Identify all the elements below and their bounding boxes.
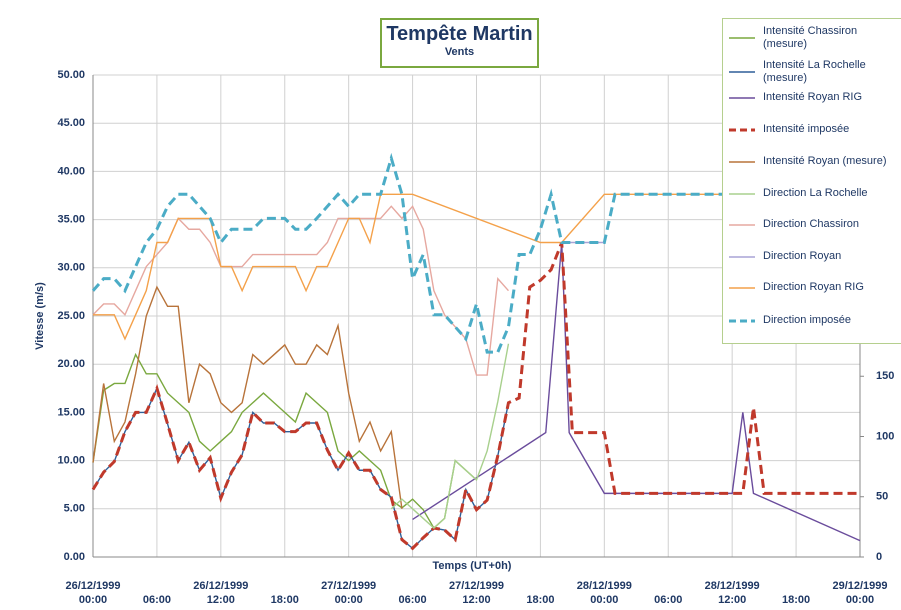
x-tick-label: 00:00 xyxy=(590,594,618,606)
legend-swatch xyxy=(729,96,755,99)
y2-tick-label: 50 xyxy=(876,491,888,503)
y-tick-label: 40.00 xyxy=(57,165,85,177)
series-line xyxy=(92,352,477,530)
series-line xyxy=(93,193,860,341)
legend-label: Direction Chassiron xyxy=(763,218,859,230)
legend-swatch xyxy=(729,37,755,39)
y-tick-label: 0.00 xyxy=(64,551,85,563)
legend-entry: Intensité imposée xyxy=(727,123,901,136)
y2-tick-label: 150 xyxy=(876,370,894,382)
legend-swatch xyxy=(729,286,755,289)
legend-entry: Intensité La Rochelle (mesure) xyxy=(727,59,901,85)
x-tick-label: 00:00 xyxy=(335,594,363,606)
x-axis-label: Temps (UT+0h) xyxy=(433,560,512,572)
series-line xyxy=(412,242,861,542)
legend-label: Intensité imposée xyxy=(763,123,850,135)
series-line xyxy=(92,285,403,509)
legend-swatch xyxy=(729,223,755,226)
x-tick-label: 06:00 xyxy=(654,594,682,606)
y-tick-label: 5.00 xyxy=(64,503,85,515)
legend-label: Intensité Royan (mesure) xyxy=(763,155,887,167)
y-tick-label: 35.00 xyxy=(57,214,85,226)
x-tick-label: 29/12/1999 xyxy=(832,580,887,592)
x-tick-label: 12:00 xyxy=(718,594,746,606)
series-line xyxy=(390,343,510,530)
legend-swatch xyxy=(729,319,755,322)
legend-label: Direction imposée xyxy=(763,314,852,326)
series-line xyxy=(91,242,860,551)
y2-tick-label: 100 xyxy=(876,430,894,442)
legend-entry: Direction Royan xyxy=(727,250,901,263)
legend-swatch xyxy=(729,160,755,163)
x-tick-label: 26/12/1999 xyxy=(65,580,120,592)
y-tick-label: 50.00 xyxy=(57,69,85,81)
x-tick-label: 00:00 xyxy=(79,594,107,606)
y-axis-label: Vitesse (m/s) xyxy=(34,282,46,350)
x-tick-label: 12:00 xyxy=(462,594,490,606)
title-box: Tempête Martin Vents xyxy=(380,18,539,68)
y-tick-label: 20.00 xyxy=(57,358,85,370)
x-tick-label: 28/12/1999 xyxy=(577,580,632,592)
x-tick-label: 06:00 xyxy=(143,594,171,606)
y-tick-label: 25.00 xyxy=(57,310,85,322)
legend-label: Intensité Royan RIG xyxy=(763,91,863,103)
legend-label: Direction Royan xyxy=(763,250,842,262)
legend-label: Direction Royan RIG xyxy=(763,281,864,293)
legend-label: Intensité La Rochelle (mesure) xyxy=(763,59,866,84)
x-tick-label: 18:00 xyxy=(271,594,299,606)
x-tick-label: 00:00 xyxy=(846,594,874,606)
series-line xyxy=(92,205,509,376)
legend-entry: Intensité Royan (mesure) xyxy=(727,155,901,168)
legend-entry: Intensité Royan RIG xyxy=(727,91,901,104)
legend-swatch xyxy=(729,71,755,73)
y-tick-label: 15.00 xyxy=(57,406,85,418)
x-tick-label: 12:00 xyxy=(207,594,235,606)
chart-title: Tempête Martin xyxy=(386,23,533,45)
y-tick-label: 10.00 xyxy=(57,455,85,467)
legend-entry: Direction imposée xyxy=(727,314,901,327)
x-tick-label: 27/12/1999 xyxy=(321,580,376,592)
legend-swatch xyxy=(729,255,755,258)
x-tick-label: 26/12/1999 xyxy=(193,580,248,592)
chart-subtitle: Vents xyxy=(444,46,475,58)
y-tick-label: 30.00 xyxy=(57,262,85,274)
y-tick-label: 45.00 xyxy=(57,117,85,129)
x-tick-label: 18:00 xyxy=(526,594,554,606)
legend-entry: Direction La Rochelle xyxy=(727,187,901,200)
y2-tick-label: 0 xyxy=(876,551,882,563)
legend-swatch xyxy=(729,128,755,131)
x-tick-label: 18:00 xyxy=(782,594,810,606)
x-tick-label: 27/12/1999 xyxy=(449,580,504,592)
legend-entry: Intensité Chassiron (mesure) xyxy=(727,25,901,51)
legend-entry: Direction Chassiron xyxy=(727,218,901,231)
legend-label: Direction La Rochelle xyxy=(763,187,868,199)
legend: Intensité Chassiron (mesure) Intensité La… xyxy=(722,18,901,344)
series-line xyxy=(91,152,860,354)
legend-label: Intensité Chassiron (mesure) xyxy=(763,25,858,50)
x-tick-label: 06:00 xyxy=(399,594,427,606)
x-tick-label: 28/12/1999 xyxy=(705,580,760,592)
legend-entry: Direction Royan RIG xyxy=(727,281,901,294)
legend-swatch xyxy=(729,192,755,195)
